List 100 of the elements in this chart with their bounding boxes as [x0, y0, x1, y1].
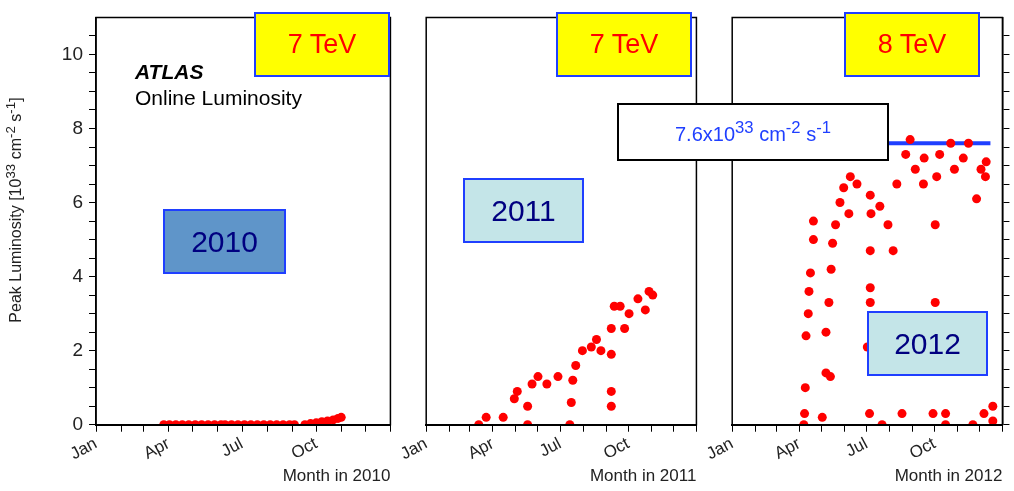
point [803, 309, 813, 319]
x-tick-label: Jul [217, 433, 247, 461]
point [958, 153, 968, 163]
point [865, 246, 875, 256]
point [979, 409, 989, 419]
y-tick-label: 0 [72, 412, 83, 434]
point [577, 346, 587, 356]
point [509, 394, 519, 404]
point [835, 198, 845, 208]
point [928, 409, 938, 419]
point [845, 172, 855, 182]
point [980, 172, 990, 182]
x-tick-label: Oct [600, 433, 633, 463]
point [808, 216, 818, 226]
point [808, 235, 818, 245]
point [498, 412, 508, 422]
point [606, 323, 616, 333]
annotation: 2012 [867, 311, 988, 376]
annotation: 8 TeV [844, 12, 980, 77]
point [918, 179, 928, 189]
callout-box: 7.6x10$^{33}$ cm$^{-2}$ s$^{-1}$ [617, 103, 889, 161]
y-tick-label: 10 [61, 42, 83, 64]
point [606, 349, 616, 359]
annotation: 2010 [163, 209, 286, 274]
x-tick-label: Jul [842, 433, 871, 461]
point [568, 375, 578, 385]
annotation: 7 TeV [254, 12, 390, 77]
point [935, 149, 945, 159]
x-tick-label: Jan [66, 433, 101, 464]
point [825, 372, 835, 382]
point [865, 190, 875, 200]
ref-line-label: 7.6x10$^{33}$ cm$^{-2}$ s$^{-1}$ [675, 118, 831, 146]
point [865, 283, 875, 293]
point [888, 246, 898, 256]
point [883, 220, 893, 230]
point [824, 298, 834, 308]
annotation: 7 TeV [556, 12, 692, 77]
point [930, 298, 940, 308]
point [527, 379, 537, 389]
point [852, 179, 862, 189]
point [844, 209, 854, 219]
point [640, 305, 650, 315]
point [949, 164, 959, 174]
x-tick-label: Jul [536, 433, 565, 461]
point [620, 323, 630, 333]
point [553, 372, 563, 382]
point [930, 220, 940, 230]
x-axis-title: Month in 2011 [589, 466, 697, 486]
point [839, 183, 849, 193]
point [865, 409, 875, 419]
point [905, 135, 915, 145]
point [805, 268, 815, 278]
point [633, 294, 643, 304]
point [875, 201, 885, 211]
point [932, 172, 942, 182]
x-tick-label: Jan [703, 433, 737, 464]
point [988, 401, 998, 411]
x-tick-label: Oct [906, 433, 939, 463]
point [972, 194, 982, 204]
point [941, 409, 951, 419]
point [586, 342, 596, 352]
y-tick-label: 6 [72, 190, 83, 212]
annotation: Online Luminosity [135, 85, 303, 111]
point [606, 401, 616, 411]
x-axis-title: Month in 2012 [894, 466, 1003, 486]
point [566, 398, 576, 407]
point [865, 298, 875, 308]
point [831, 220, 841, 230]
point [866, 209, 876, 219]
point [828, 238, 838, 248]
point [624, 309, 634, 319]
annotation: 2011 [463, 178, 584, 243]
point [533, 372, 543, 382]
x-tick-label: Oct [288, 433, 321, 463]
point [897, 409, 907, 419]
point [481, 412, 491, 422]
point [648, 290, 658, 300]
point [523, 401, 533, 411]
point [826, 264, 836, 274]
point [988, 416, 998, 425]
point [919, 153, 929, 163]
point [821, 327, 831, 337]
point [946, 138, 956, 148]
x-tick-label: Apr [140, 433, 173, 463]
point [892, 179, 902, 189]
y-tick-label: 8 [72, 116, 83, 138]
point [606, 386, 616, 396]
point [976, 164, 986, 174]
point [801, 331, 811, 341]
y-tick-label: 4 [72, 264, 84, 286]
point [901, 149, 911, 159]
point [910, 164, 920, 174]
point [542, 379, 552, 389]
point [981, 157, 991, 167]
annotation: ATLAS [135, 59, 205, 85]
point [596, 346, 606, 356]
x-axis-title: Month in 2010 [282, 466, 391, 486]
point [591, 335, 601, 345]
point [512, 386, 522, 396]
point [817, 412, 827, 422]
